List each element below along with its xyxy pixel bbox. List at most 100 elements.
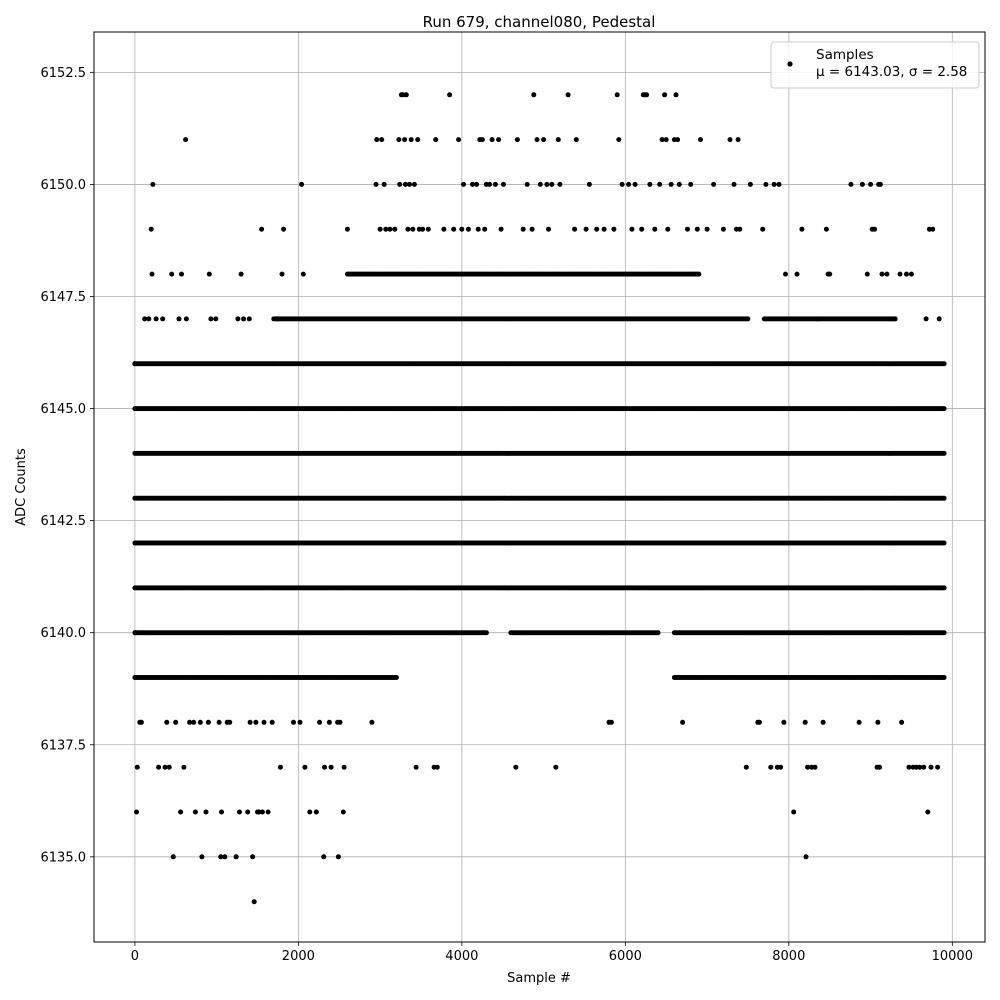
data-point [413,764,419,770]
data-point [802,719,808,725]
data-point [275,316,281,322]
data-point [459,226,465,232]
data-point [344,226,350,232]
data-point [402,137,408,143]
y-tick-label: 6135.0 [41,850,87,865]
data-point [771,181,777,187]
data-point [608,719,614,725]
data-point [281,226,287,232]
data-point [461,181,466,187]
data-point [187,719,193,725]
data-point [377,226,383,232]
data-point [149,271,155,277]
data-point [191,719,197,725]
data-point [823,226,829,232]
data-point [489,137,495,143]
legend-marker [787,61,793,67]
data-point [420,226,426,232]
data-point [307,809,313,815]
data-point [555,137,561,143]
data-point [317,719,323,725]
legend: Samples μ = 6143.03, σ = 2.58 [770,41,980,89]
data-point [827,271,833,277]
data-point [524,181,530,187]
data-point [904,271,909,277]
data-point [611,226,617,232]
data-point [374,137,380,143]
data-point [557,181,563,187]
data-point [791,809,797,815]
data-point [434,764,440,770]
data-point [735,137,741,143]
data-point [498,226,504,232]
data-point [794,271,800,277]
data-point [688,181,694,187]
data-point [941,495,947,501]
data-point [875,719,881,725]
data-point [393,675,399,680]
data-point [534,137,540,143]
data-point [259,226,265,232]
data-point [626,181,632,187]
data-point [245,809,251,815]
data-point [941,361,947,367]
data-point [148,226,154,232]
y-tick-label: 6137.5 [41,738,87,753]
data-point [134,764,140,770]
data-point [877,181,883,187]
data-point [565,92,571,98]
data-point [639,226,645,232]
y-tick-label: 6147.5 [41,290,87,305]
y-tick-label: 6142.5 [41,514,87,529]
x-tick-label: 4000 [445,949,478,964]
data-point [302,764,308,770]
data-point [402,181,408,187]
data-point [923,316,929,322]
data-point [760,226,766,232]
data-point [179,271,184,277]
data-point [685,226,690,232]
data-point [586,181,592,187]
data-point [776,181,782,187]
data-point [897,271,903,277]
data-point [673,92,679,98]
data-point [299,181,305,187]
data-point [553,764,559,770]
data-point [447,92,453,98]
data-point [164,719,170,725]
data-point [407,181,412,187]
data-point [397,181,403,187]
data-point [747,181,753,187]
data-point [160,316,166,322]
data-point [181,764,187,770]
data-point [696,271,702,277]
data-point [812,764,818,770]
data-point [594,226,600,232]
x-tick-label: 6000 [609,949,642,964]
data-point [614,92,620,98]
data-point [906,764,912,770]
data-point [935,764,941,770]
data-point [235,316,241,322]
data-point [537,181,543,187]
data-point [279,271,285,277]
data-point [763,181,769,187]
data-point [153,316,159,322]
data-point [737,226,743,232]
y-axis-label: ADC Counts [14,448,29,526]
data-point [644,92,650,98]
data-point [203,809,209,815]
data-point [925,809,931,815]
data-point [251,899,257,905]
y-tick-label: 6140.0 [41,626,87,641]
data-point [208,316,214,322]
data-point [781,719,787,725]
data-point [936,316,942,322]
data-point [335,854,341,860]
data-point [222,854,228,860]
data-point [492,181,498,187]
data-point [411,181,417,187]
data-point [514,137,520,143]
data-point [856,719,862,725]
data-point [192,809,198,815]
